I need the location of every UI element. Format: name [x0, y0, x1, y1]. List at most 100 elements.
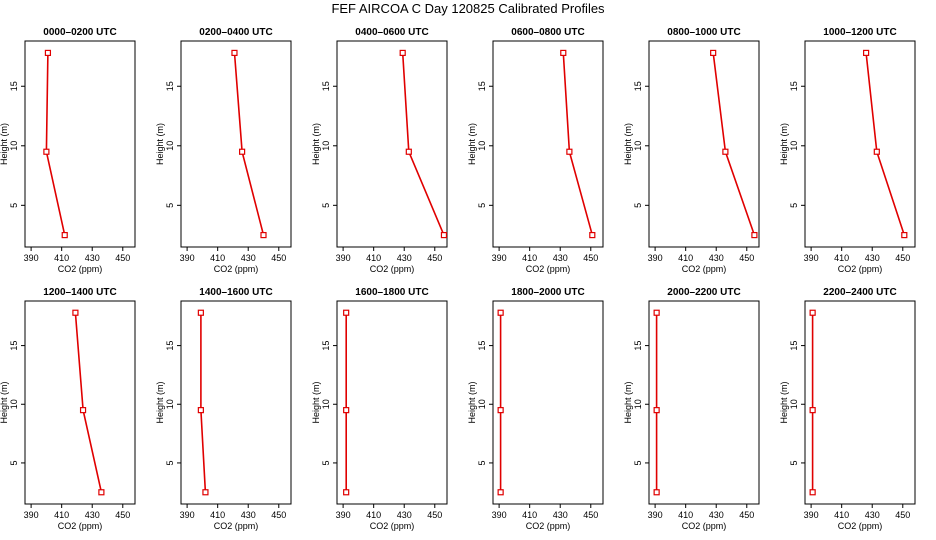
data-point — [197, 407, 204, 414]
x-tick-label: 410 — [366, 510, 381, 520]
y-axis-label: Height (m) — [467, 123, 477, 165]
x-axis-label: CO2 (ppm) — [526, 521, 571, 531]
x-axis-label: CO2 (ppm) — [526, 264, 571, 274]
x-tick-label: 450 — [583, 510, 598, 520]
y-axis-label: Height (m) — [623, 381, 633, 423]
y-axis-label: Height (m) — [779, 123, 789, 165]
x-tick-label: 430 — [865, 253, 880, 263]
panel-3: 0400–0600 UTC 390 410 430 450 CO2 (ppm) 5 10 15 H… — [311, 27, 448, 274]
data-point — [79, 407, 87, 414]
x-tick-label: 410 — [210, 510, 225, 520]
chart-title: FEF AIRCOA C Day 120825 Calibrated Profi… — [331, 1, 605, 16]
y-tick-label: 5 — [633, 203, 643, 208]
data-point — [497, 407, 504, 414]
data-point — [343, 309, 350, 316]
data-point — [343, 407, 350, 414]
y-tick-label: 10 — [165, 399, 175, 409]
y-tick-label: 15 — [9, 341, 19, 351]
panel-title: 1000–1200 UTC — [823, 27, 896, 38]
data-point — [43, 148, 50, 155]
x-axis-label: CO2 (ppm) — [838, 521, 883, 531]
panel-4: 0600–0800 UTC 390 410 430 450 CO2 (ppm) 5 10 15 H… — [467, 27, 604, 274]
data-point — [343, 489, 350, 496]
data-point — [61, 231, 68, 239]
y-tick-label: 5 — [165, 203, 175, 208]
y-tick-label: 15 — [321, 341, 331, 351]
x-axis-label: CO2 (ppm) — [214, 264, 259, 274]
x-tick-label: 430 — [397, 510, 412, 520]
x-tick-label: 430 — [553, 253, 568, 263]
y-tick-label: 5 — [477, 203, 487, 208]
data-point — [901, 231, 908, 239]
plot-frame — [648, 300, 760, 505]
panel-title: 1200–1400 UTC — [43, 287, 116, 298]
y-tick-label: 15 — [9, 81, 19, 91]
plot-frame — [648, 40, 760, 248]
y-tick-label: 10 — [9, 399, 19, 409]
x-tick-label: 430 — [85, 510, 100, 520]
panel-title: 2000–2200 UTC — [667, 287, 740, 298]
panel-11: 2000–2200 UTC 390 410 430 450 CO2 (ppm) 5 10 15 H… — [623, 287, 760, 531]
data-point — [809, 489, 816, 496]
x-tick-label: 390 — [180, 510, 195, 520]
x-tick-label: 430 — [709, 253, 724, 263]
panels-group: 0000–0200 UTC 390 410 430 450 CO2 (ppm) 5 10 15 H… — [0, 27, 916, 531]
y-axis-label: Height (m) — [155, 381, 165, 423]
x-axis-label: CO2 (ppm) — [370, 521, 415, 531]
x-tick-label: 450 — [739, 253, 754, 263]
data-point — [863, 49, 870, 57]
y-axis-label: Height (m) — [0, 381, 9, 423]
data-point — [653, 489, 660, 496]
x-tick-label: 430 — [709, 510, 724, 520]
data-point — [751, 231, 758, 239]
x-tick-label: 430 — [241, 253, 256, 263]
x-axis-label: CO2 (ppm) — [58, 521, 103, 531]
y-tick-label: 15 — [165, 81, 175, 91]
data-point — [809, 407, 816, 414]
data-point — [260, 231, 267, 239]
profile-line — [712, 52, 756, 236]
data-point — [653, 309, 660, 316]
x-tick-label: 450 — [271, 253, 286, 263]
plot-frame — [24, 300, 136, 505]
data-point — [497, 309, 504, 316]
panel-title: 0600–0800 UTC — [511, 27, 584, 38]
y-tick-label: 10 — [321, 141, 331, 151]
x-tick-label: 450 — [115, 510, 130, 520]
panel-title: 1400–1600 UTC — [199, 287, 272, 298]
x-tick-label: 390 — [648, 253, 663, 263]
panel-title: 0200–0400 UTC — [199, 27, 272, 38]
x-tick-label: 390 — [492, 510, 507, 520]
plot-frame — [180, 300, 292, 505]
data-point — [566, 148, 573, 155]
data-point — [589, 231, 596, 239]
y-tick-label: 10 — [633, 141, 643, 151]
data-point — [405, 148, 412, 155]
plot-frame — [336, 40, 448, 248]
panel-5: 0800–1000 UTC 390 410 430 450 CO2 (ppm) 5 10 15 H… — [623, 27, 760, 274]
panel-9: 1600–1800 UTC 390 410 430 450 CO2 (ppm) 5 10 15 H… — [311, 287, 448, 531]
x-tick-label: 450 — [427, 510, 442, 520]
y-tick-label: 15 — [789, 341, 799, 351]
x-tick-label: 390 — [648, 510, 663, 520]
profile-line — [562, 52, 594, 236]
profile-line — [74, 312, 103, 493]
panel-2: 0200–0400 UTC 390 410 430 450 CO2 (ppm) 5 10 15 H… — [155, 27, 292, 274]
y-tick-label: 5 — [9, 203, 19, 208]
panel-6: 1000–1200 UTC 390 410 430 450 CO2 (ppm) 5 10 15 H… — [779, 27, 916, 274]
data-point — [497, 489, 504, 496]
x-tick-label: 390 — [24, 253, 39, 263]
data-point — [710, 49, 717, 57]
x-tick-label: 450 — [583, 253, 598, 263]
data-point — [560, 49, 567, 57]
x-axis-label: CO2 (ppm) — [58, 264, 103, 274]
x-tick-label: 410 — [678, 253, 693, 263]
x-tick-label: 390 — [804, 253, 819, 263]
x-tick-label: 450 — [895, 510, 910, 520]
y-tick-label: 5 — [165, 460, 175, 465]
y-tick-label: 10 — [477, 141, 487, 151]
data-point — [231, 49, 238, 57]
data-point — [722, 148, 729, 155]
x-tick-label: 430 — [397, 253, 412, 263]
panel-1: 0000–0200 UTC 390 410 430 450 CO2 (ppm) 5 10 15 H… — [0, 27, 136, 274]
